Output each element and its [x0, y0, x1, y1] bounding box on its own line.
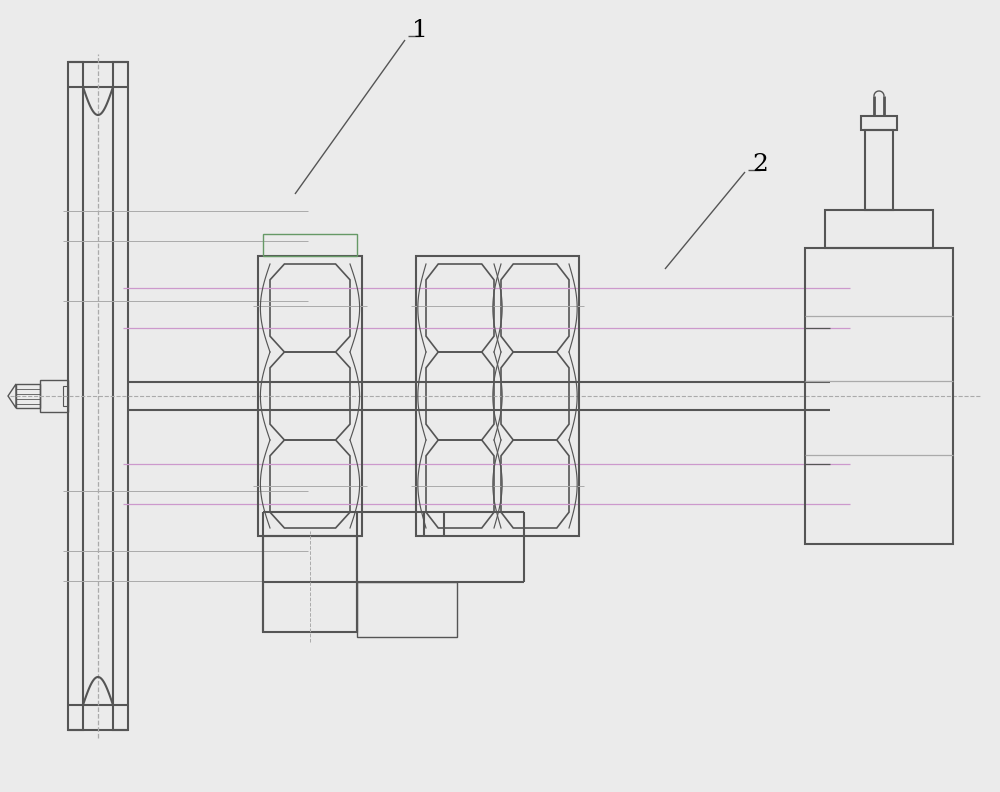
Bar [258, 256, 362, 536]
Bar [263, 536, 357, 632]
Bar [263, 234, 357, 256]
Bar [865, 130, 893, 210]
Bar [416, 256, 579, 536]
Bar [16, 384, 40, 408]
Bar [113, 62, 128, 730]
Bar [68, 62, 83, 730]
Bar [825, 210, 933, 248]
Bar [63, 386, 68, 406]
Bar [40, 380, 68, 412]
Bar [357, 582, 457, 637]
Bar [805, 248, 953, 544]
Bar [861, 116, 897, 130]
Text: 1: 1 [412, 18, 428, 41]
Text: 2: 2 [752, 153, 768, 176]
